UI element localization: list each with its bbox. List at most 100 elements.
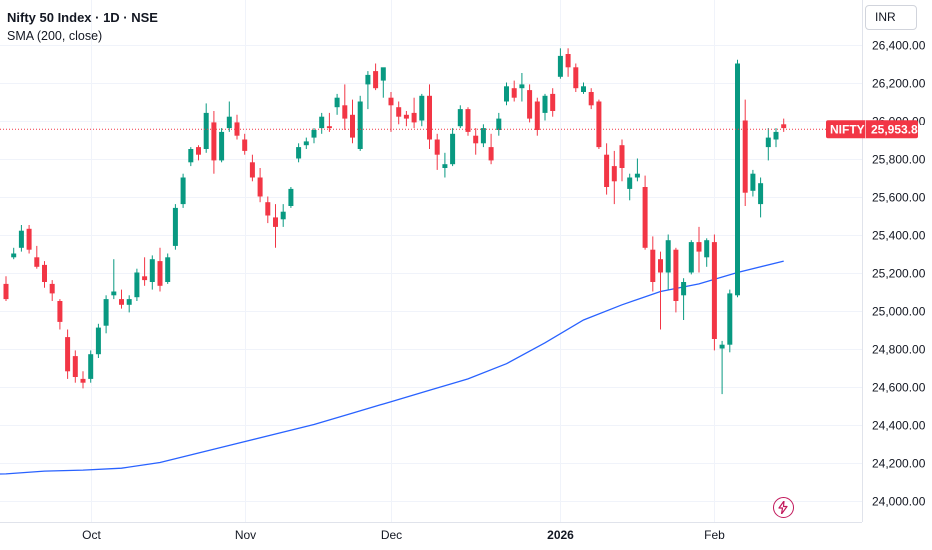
candle-up: [88, 350, 94, 383]
candle-body: [180, 177, 186, 205]
candle-down: [550, 88, 556, 117]
candle-up: [280, 204, 286, 227]
candle-down: [265, 196, 271, 224]
lightning-icon[interactable]: [773, 497, 794, 518]
candle-down: [527, 84, 533, 123]
price-tick-label: 24,200.00: [872, 457, 926, 471]
candle-up: [504, 82, 509, 106]
candle-down: [234, 114, 240, 140]
price-tick-label: 24,400.00: [872, 419, 926, 433]
candle-down: [534, 97, 540, 136]
candle-body: [196, 147, 201, 155]
candle-down: [511, 80, 517, 102]
candle-body: [758, 183, 764, 205]
time-tick-label: Dec: [381, 528, 402, 542]
candle-down: [342, 84, 348, 130]
candle-body: [727, 293, 733, 345]
candle-body: [188, 149, 194, 163]
candle-up: [450, 128, 456, 167]
candle-down: [604, 143, 610, 195]
sma-layer: [0, 260, 784, 475]
price-tick-label: 24,600.00: [872, 381, 926, 395]
candle-down: [488, 133, 494, 165]
candle-body: [581, 86, 586, 92]
candle-down: [573, 63, 579, 92]
candle-down: [434, 133, 440, 170]
candle-body: [403, 114, 409, 119]
candle-down: [42, 261, 47, 288]
time-axis[interactable]: Oct Nov Dec 2026 Feb: [82, 528, 725, 542]
candle-body: [704, 240, 710, 258]
price-label: NIFTY 25,953.85: [826, 120, 925, 139]
candle-body: [673, 249, 679, 301]
indicator-label[interactable]: SMA (200, close): [7, 29, 103, 43]
symbol-title[interactable]: Nifty 50 Index · 1D · NSE: [7, 10, 158, 25]
candle-up: [357, 95, 363, 151]
candle-body: [411, 112, 417, 123]
candle-body: [573, 67, 579, 89]
price-axis[interactable]: 26,400.0026,200.0026,000.0025,800.0025,6…: [872, 39, 926, 509]
candle-body: [257, 177, 263, 197]
candle-up: [380, 67, 386, 98]
candle-body: [311, 130, 317, 138]
candle-body: [527, 90, 533, 119]
candle-body: [11, 253, 17, 258]
candle-down: [696, 226, 702, 273]
candle-body: [26, 228, 32, 250]
candle-up: [134, 268, 140, 301]
candle-down: [388, 92, 394, 132]
chart-legend: Nifty 50 Index · 1D · NSE SMA (200, clos…: [7, 9, 158, 45]
candle-body: [342, 105, 348, 119]
candle-body: [111, 291, 117, 296]
candle-up: [103, 295, 109, 334]
candle-down: [673, 247, 679, 313]
candle-body: [211, 122, 217, 161]
time-tick-label: 2026: [547, 528, 574, 542]
price-tick-label: 25,200.00: [872, 267, 926, 281]
candle-body: [88, 354, 94, 379]
price-tick-label: 26,200.00: [872, 77, 926, 91]
candle-down: [72, 350, 78, 383]
candle-body: [765, 137, 771, 148]
candle-body: [57, 301, 63, 322]
candle-body: [18, 230, 24, 248]
candle-body: [203, 112, 209, 149]
candle-up: [704, 238, 710, 267]
candle-body: [326, 126, 332, 129]
candle-body: [280, 211, 286, 220]
candle-body: [588, 92, 594, 106]
candle-up: [735, 59, 740, 298]
candle-up: [519, 73, 525, 102]
candle-body: [65, 337, 71, 372]
price-tick-label: 25,400.00: [872, 229, 926, 243]
candle-up: [311, 128, 317, 144]
candle-down: [326, 112, 332, 132]
candle-up: [95, 323, 101, 358]
candle-up: [203, 103, 209, 153]
candle-up: [480, 124, 486, 148]
candle-body: [696, 242, 702, 252]
candle-body: [319, 116, 325, 129]
currency-button[interactable]: INR: [865, 5, 917, 30]
candle-body: [619, 145, 625, 168]
candle-body: [49, 283, 55, 294]
candle-body: [288, 188, 294, 206]
candle-down: [411, 97, 417, 129]
candle-up: [773, 128, 779, 148]
candle-body: [380, 67, 386, 81]
candle-down: [196, 145, 201, 161]
candle-body: [126, 299, 132, 305]
candle-body: [149, 259, 155, 282]
candle-body: [627, 177, 633, 189]
candle-up: [126, 295, 132, 313]
candle-body: [642, 187, 648, 248]
candle-up: [296, 143, 302, 163]
candle-body: [396, 107, 402, 117]
candle-body: [450, 133, 456, 165]
candle-up: [319, 112, 325, 134]
candle-down: [465, 107, 471, 136]
price-tick-label: 25,000.00: [872, 305, 926, 319]
candle-up: [18, 225, 24, 252]
candle-body: [357, 101, 363, 149]
